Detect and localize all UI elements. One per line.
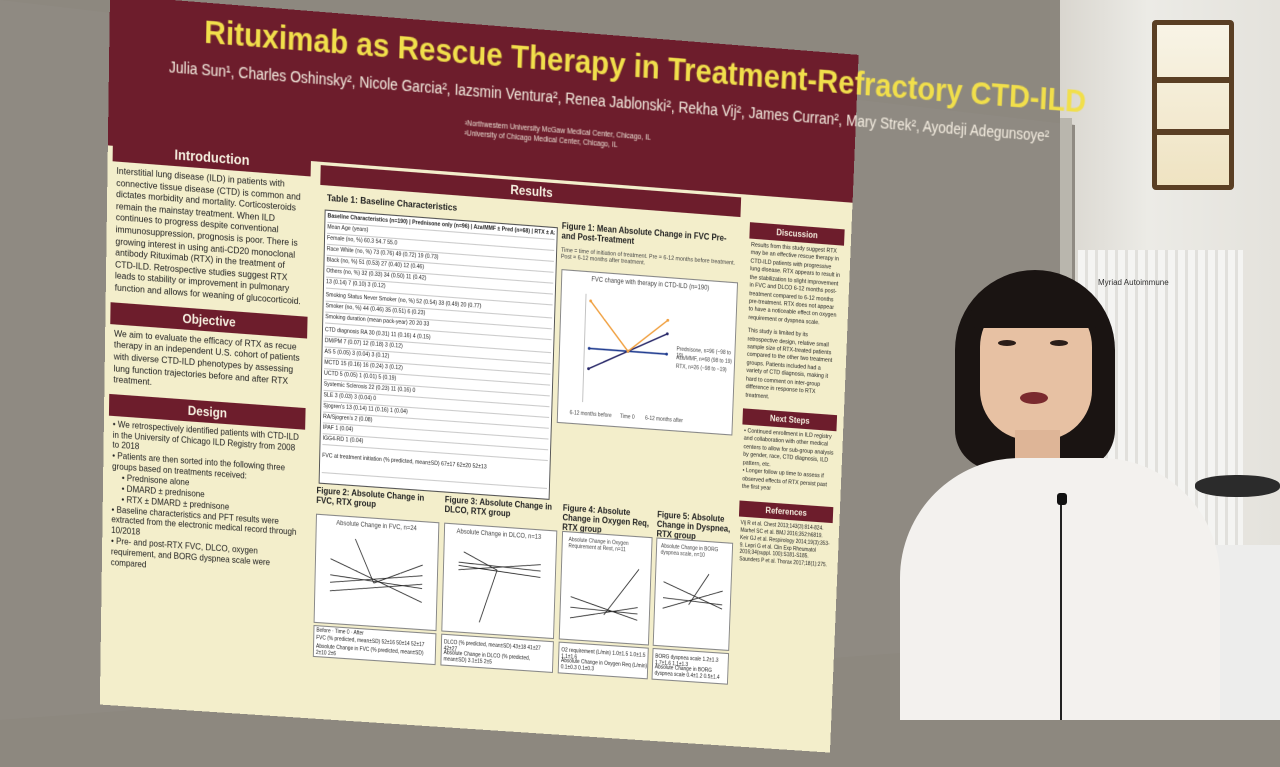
presenter-eye bbox=[998, 340, 1016, 346]
figure5-chart: Absolute Change in BORG dyspnea scale, n… bbox=[653, 537, 733, 651]
lapel-microphone bbox=[1057, 493, 1067, 505]
list-item: • Longer follow up time to assess if obs… bbox=[742, 468, 833, 498]
introduction-text: Interstitial lung disease (ILD) in patie… bbox=[111, 161, 311, 307]
presenter-mouth bbox=[1020, 392, 1048, 404]
data-point bbox=[665, 353, 668, 356]
series-line-3 bbox=[589, 301, 668, 354]
x-tick-label-2: Time 0 bbox=[620, 413, 635, 421]
presenter bbox=[900, 270, 1220, 720]
poster: Rituximab as Rescue Therapy in Treatment… bbox=[100, 0, 859, 753]
presenter-eye bbox=[1050, 340, 1068, 346]
discussion-text-1: Results from this study suggest RTX may … bbox=[746, 239, 844, 333]
microphone-cord bbox=[1060, 505, 1062, 720]
data-point bbox=[588, 347, 591, 350]
presenter-bangs bbox=[970, 278, 1100, 328]
figure3-chart: Absolute Change in DLCO, n=13 bbox=[441, 523, 557, 640]
objective-text: We aim to evaluate the efficacy of RTX a… bbox=[109, 324, 307, 399]
figure4-table: O2 requirement (L/min) 1.0±1.5 1.0±1.5 1… bbox=[558, 642, 649, 680]
list-item: • Continued enrollment in ILD registry a… bbox=[743, 428, 835, 474]
references-text: Vij R et al. Chest 2013;143(3):814-824. … bbox=[737, 517, 833, 573]
figure5-table: BORG dyspnea scale 1.2±1.3 1.7±1.6 1.1±1… bbox=[652, 648, 730, 685]
table1-caption: Table 1: Baseline Characteristics bbox=[327, 192, 458, 213]
left-column: Introduction Interstitial lung disease (… bbox=[107, 138, 311, 581]
y-axis bbox=[583, 294, 586, 402]
table-cloth bbox=[1210, 545, 1280, 720]
figure4-chart: Absolute Change in Oxygen Requirement at… bbox=[559, 531, 653, 646]
figure1-chart: FVC change with therapy in CTD-ILD (n=19… bbox=[557, 269, 738, 436]
poster-affiliations: ¹Northwestern University McGaw Medical C… bbox=[464, 119, 651, 154]
right-column: Discussion Results from this study sugge… bbox=[737, 222, 845, 573]
figure2-spaghetti-plot bbox=[315, 515, 439, 630]
figure2-chart: Absolute Change in FVC, n=24 bbox=[314, 514, 440, 632]
wall-lamp bbox=[1152, 20, 1234, 190]
figure3-table: DLCO (% predicted, mean±SD) 43±18 41±27 … bbox=[440, 634, 553, 673]
next-steps-list: • Continued enrollment in ILD registry a… bbox=[740, 424, 837, 501]
discussion-text-2: This study is limited by its retrospecti… bbox=[743, 326, 840, 409]
design-text: • We retrospectively identified patients… bbox=[107, 415, 305, 581]
baseline-table: Baseline Characteristics (n=190) | Predn… bbox=[319, 209, 558, 499]
